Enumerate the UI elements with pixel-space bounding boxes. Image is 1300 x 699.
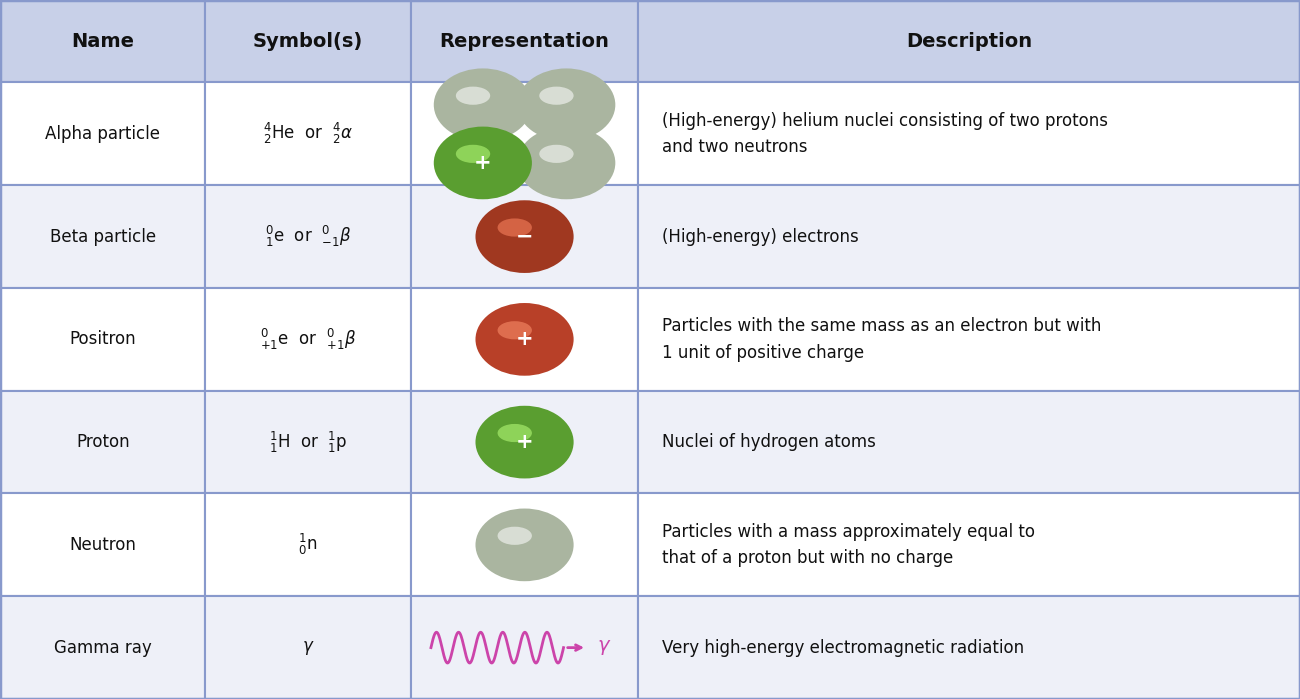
Text: (High-energy) electrons: (High-energy) electrons <box>662 228 858 245</box>
Ellipse shape <box>434 69 532 141</box>
Bar <box>0 0 205 82</box>
Text: $^{1}_{0}$n: $^{1}_{0}$n <box>299 533 317 557</box>
Text: Description: Description <box>906 31 1032 51</box>
Text: Gamma ray: Gamma ray <box>53 639 152 656</box>
Bar <box>205 493 411 596</box>
Text: Proton: Proton <box>75 433 130 451</box>
Text: Representation: Representation <box>439 31 610 51</box>
Ellipse shape <box>476 303 573 376</box>
Bar <box>205 185 411 288</box>
Bar <box>205 0 411 82</box>
Ellipse shape <box>517 69 615 141</box>
Text: Very high-energy electromagnetic radiation: Very high-energy electromagnetic radiati… <box>662 639 1024 656</box>
Text: (High-energy) helium nuclei consisting of two protons
and two neutrons: (High-energy) helium nuclei consisting o… <box>662 112 1108 156</box>
Text: $^{4}_{2}$He  or  $^{4}_{2}\alpha$: $^{4}_{2}$He or $^{4}_{2}\alpha$ <box>263 122 354 146</box>
Ellipse shape <box>540 145 573 163</box>
Ellipse shape <box>456 145 490 163</box>
Bar <box>411 391 638 493</box>
Ellipse shape <box>498 321 532 339</box>
Text: $\gamma$: $\gamma$ <box>598 638 612 657</box>
Bar <box>638 596 1300 699</box>
Bar <box>638 493 1300 596</box>
Text: Neutron: Neutron <box>69 536 136 554</box>
Text: Beta particle: Beta particle <box>49 228 156 245</box>
Ellipse shape <box>476 509 573 582</box>
Bar <box>0 391 205 493</box>
Bar <box>411 493 638 596</box>
Text: Positron: Positron <box>69 331 136 348</box>
Text: −: − <box>516 226 533 247</box>
Bar <box>0 185 205 288</box>
Text: Name: Name <box>72 31 134 51</box>
Ellipse shape <box>540 87 573 105</box>
Bar <box>638 185 1300 288</box>
Ellipse shape <box>434 127 532 199</box>
Text: +: + <box>516 432 533 452</box>
Bar <box>411 82 638 185</box>
Text: Alpha particle: Alpha particle <box>46 125 160 143</box>
Text: Nuclei of hydrogen atoms: Nuclei of hydrogen atoms <box>662 433 876 451</box>
Ellipse shape <box>498 527 532 545</box>
Bar <box>638 391 1300 493</box>
Text: Particles with the same mass as an electron but with
1 unit of positive charge: Particles with the same mass as an elect… <box>662 317 1101 361</box>
Ellipse shape <box>476 201 573 273</box>
Bar <box>411 185 638 288</box>
Text: +: + <box>474 153 491 173</box>
Bar <box>411 0 638 82</box>
Ellipse shape <box>498 218 532 236</box>
Text: $\gamma$: $\gamma$ <box>302 639 315 656</box>
Text: $^{0}_{1}$e  or  $^{0}_{-1}\beta$: $^{0}_{1}$e or $^{0}_{-1}\beta$ <box>265 224 351 249</box>
Bar <box>638 288 1300 391</box>
Bar <box>205 391 411 493</box>
Bar <box>0 493 205 596</box>
Bar <box>0 82 205 185</box>
Bar <box>638 0 1300 82</box>
Ellipse shape <box>456 87 490 105</box>
Bar <box>0 596 205 699</box>
Bar <box>205 288 411 391</box>
Ellipse shape <box>476 405 573 478</box>
Ellipse shape <box>517 127 615 199</box>
Bar <box>205 596 411 699</box>
Bar <box>638 82 1300 185</box>
Text: Particles with a mass approximately equal to
that of a proton but with no charge: Particles with a mass approximately equa… <box>662 523 1035 567</box>
Bar <box>411 596 638 699</box>
Bar <box>411 288 638 391</box>
Text: $^{0}_{+1}$e  or  $^{0}_{+1}\beta$: $^{0}_{+1}$e or $^{0}_{+1}\beta$ <box>260 327 356 352</box>
Text: $^{1}_{1}$H  or  $^{1}_{1}$p: $^{1}_{1}$H or $^{1}_{1}$p <box>269 430 347 454</box>
Bar <box>0 288 205 391</box>
Text: +: + <box>516 329 533 350</box>
Text: Symbol(s): Symbol(s) <box>254 31 363 51</box>
Ellipse shape <box>498 424 532 442</box>
Bar <box>205 82 411 185</box>
